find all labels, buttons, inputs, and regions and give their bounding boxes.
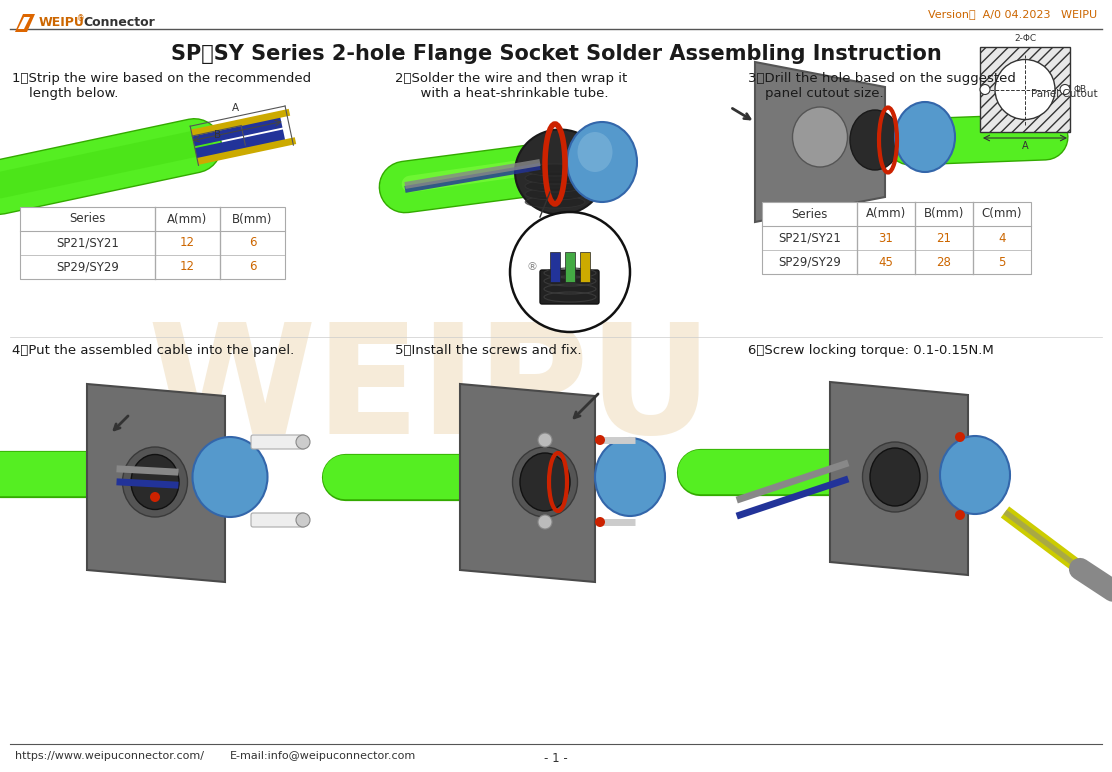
Ellipse shape	[577, 132, 613, 172]
Circle shape	[296, 513, 310, 527]
Text: 28: 28	[936, 256, 952, 269]
Text: A(mm): A(mm)	[168, 212, 208, 225]
Circle shape	[995, 59, 1055, 120]
Text: 6: 6	[249, 236, 256, 249]
Text: 45: 45	[878, 256, 893, 269]
Text: A: A	[232, 103, 239, 113]
Text: B(mm): B(mm)	[924, 208, 964, 221]
Text: Connector: Connector	[83, 16, 155, 29]
Text: Series: Series	[792, 208, 827, 221]
Ellipse shape	[520, 453, 570, 511]
Text: SP29/SY29: SP29/SY29	[56, 260, 119, 273]
Circle shape	[1060, 84, 1070, 94]
Bar	[980, 47, 1070, 132]
Circle shape	[296, 435, 310, 449]
Circle shape	[150, 492, 160, 502]
Polygon shape	[755, 62, 885, 222]
Text: 12: 12	[180, 236, 195, 249]
Text: 4、Put the assembled cable into the panel.: 4、Put the assembled cable into the panel…	[12, 344, 295, 357]
Text: A: A	[1022, 141, 1029, 151]
Ellipse shape	[122, 447, 188, 517]
Bar	[580, 252, 590, 282]
Ellipse shape	[567, 122, 637, 202]
Bar	[565, 252, 575, 282]
Ellipse shape	[525, 172, 585, 184]
Circle shape	[980, 84, 990, 94]
FancyBboxPatch shape	[540, 270, 599, 304]
Text: 1、Strip the wire based on the recommended
    length below.: 1、Strip the wire based on the recommende…	[12, 72, 311, 100]
Text: https://www.weipuconnector.com/: https://www.weipuconnector.com/	[14, 751, 203, 761]
Text: 21: 21	[936, 232, 952, 245]
Ellipse shape	[895, 102, 955, 172]
Text: A(mm): A(mm)	[866, 208, 906, 221]
Text: E-mail:info@weipuconnector.com: E-mail:info@weipuconnector.com	[230, 751, 416, 761]
Text: SP、SY Series 2-hole Flange Socket Solder Assembling Instruction: SP、SY Series 2-hole Flange Socket Solder…	[170, 44, 942, 64]
Text: WEIPU: WEIPU	[39, 16, 85, 29]
Ellipse shape	[525, 188, 585, 200]
Ellipse shape	[793, 107, 847, 167]
FancyBboxPatch shape	[251, 513, 305, 527]
Text: 6: 6	[249, 260, 256, 273]
Text: 5、Install the screws and fix.: 5、Install the screws and fix.	[395, 344, 582, 357]
FancyBboxPatch shape	[251, 435, 305, 449]
Text: 3、Drill the hole based on the suggested
    panel cutout size.: 3、Drill the hole based on the suggested …	[748, 72, 1016, 100]
Text: - 1 -: - 1 -	[544, 751, 568, 764]
Text: 2-ΦC: 2-ΦC	[1014, 34, 1036, 43]
Ellipse shape	[850, 110, 900, 170]
Text: B(mm): B(mm)	[232, 212, 272, 225]
Circle shape	[538, 433, 552, 447]
Polygon shape	[830, 382, 969, 575]
Text: 4: 4	[999, 232, 1005, 245]
Text: 5: 5	[999, 256, 1005, 269]
Text: 6、Screw locking torque: 0.1-0.15N.M: 6、Screw locking torque: 0.1-0.15N.M	[748, 344, 994, 357]
Polygon shape	[87, 384, 225, 582]
Circle shape	[510, 212, 631, 332]
Ellipse shape	[515, 130, 605, 215]
Text: ®: ®	[77, 15, 85, 23]
Ellipse shape	[595, 438, 665, 516]
Text: Panel Cutout: Panel Cutout	[1031, 89, 1098, 99]
Ellipse shape	[940, 436, 1010, 514]
Text: 2、Solder the wire and then wrap it
      with a heat-shrinkable tube.: 2、Solder the wire and then wrap it with …	[395, 72, 627, 100]
Ellipse shape	[131, 455, 179, 510]
Text: 12: 12	[180, 260, 195, 273]
Ellipse shape	[525, 164, 585, 176]
Text: WEIPU: WEIPU	[147, 317, 713, 466]
Polygon shape	[18, 17, 30, 29]
Text: Version：  A/0 04.2023   WEIPU: Version： A/0 04.2023 WEIPU	[927, 9, 1098, 19]
Bar	[20, 207, 285, 279]
Circle shape	[595, 517, 605, 527]
Ellipse shape	[513, 447, 577, 517]
Text: SP29/SY29: SP29/SY29	[778, 256, 841, 269]
Ellipse shape	[870, 448, 920, 506]
Ellipse shape	[863, 442, 927, 512]
Ellipse shape	[525, 196, 585, 208]
Text: C(mm): C(mm)	[982, 208, 1022, 221]
Bar	[762, 202, 1031, 274]
Ellipse shape	[525, 180, 585, 192]
Text: B: B	[214, 130, 221, 140]
Circle shape	[955, 432, 965, 442]
Circle shape	[955, 510, 965, 520]
Bar	[550, 252, 560, 282]
Text: ®: ®	[526, 262, 537, 272]
Polygon shape	[14, 14, 34, 32]
Text: ΦB: ΦB	[1073, 85, 1086, 94]
Text: 31: 31	[878, 232, 893, 245]
Circle shape	[595, 435, 605, 445]
Text: Series: Series	[69, 212, 106, 225]
Text: SP21/SY21: SP21/SY21	[56, 236, 119, 249]
Ellipse shape	[192, 437, 268, 517]
Polygon shape	[460, 384, 595, 582]
Text: SP21/SY21: SP21/SY21	[778, 232, 841, 245]
Circle shape	[538, 515, 552, 529]
